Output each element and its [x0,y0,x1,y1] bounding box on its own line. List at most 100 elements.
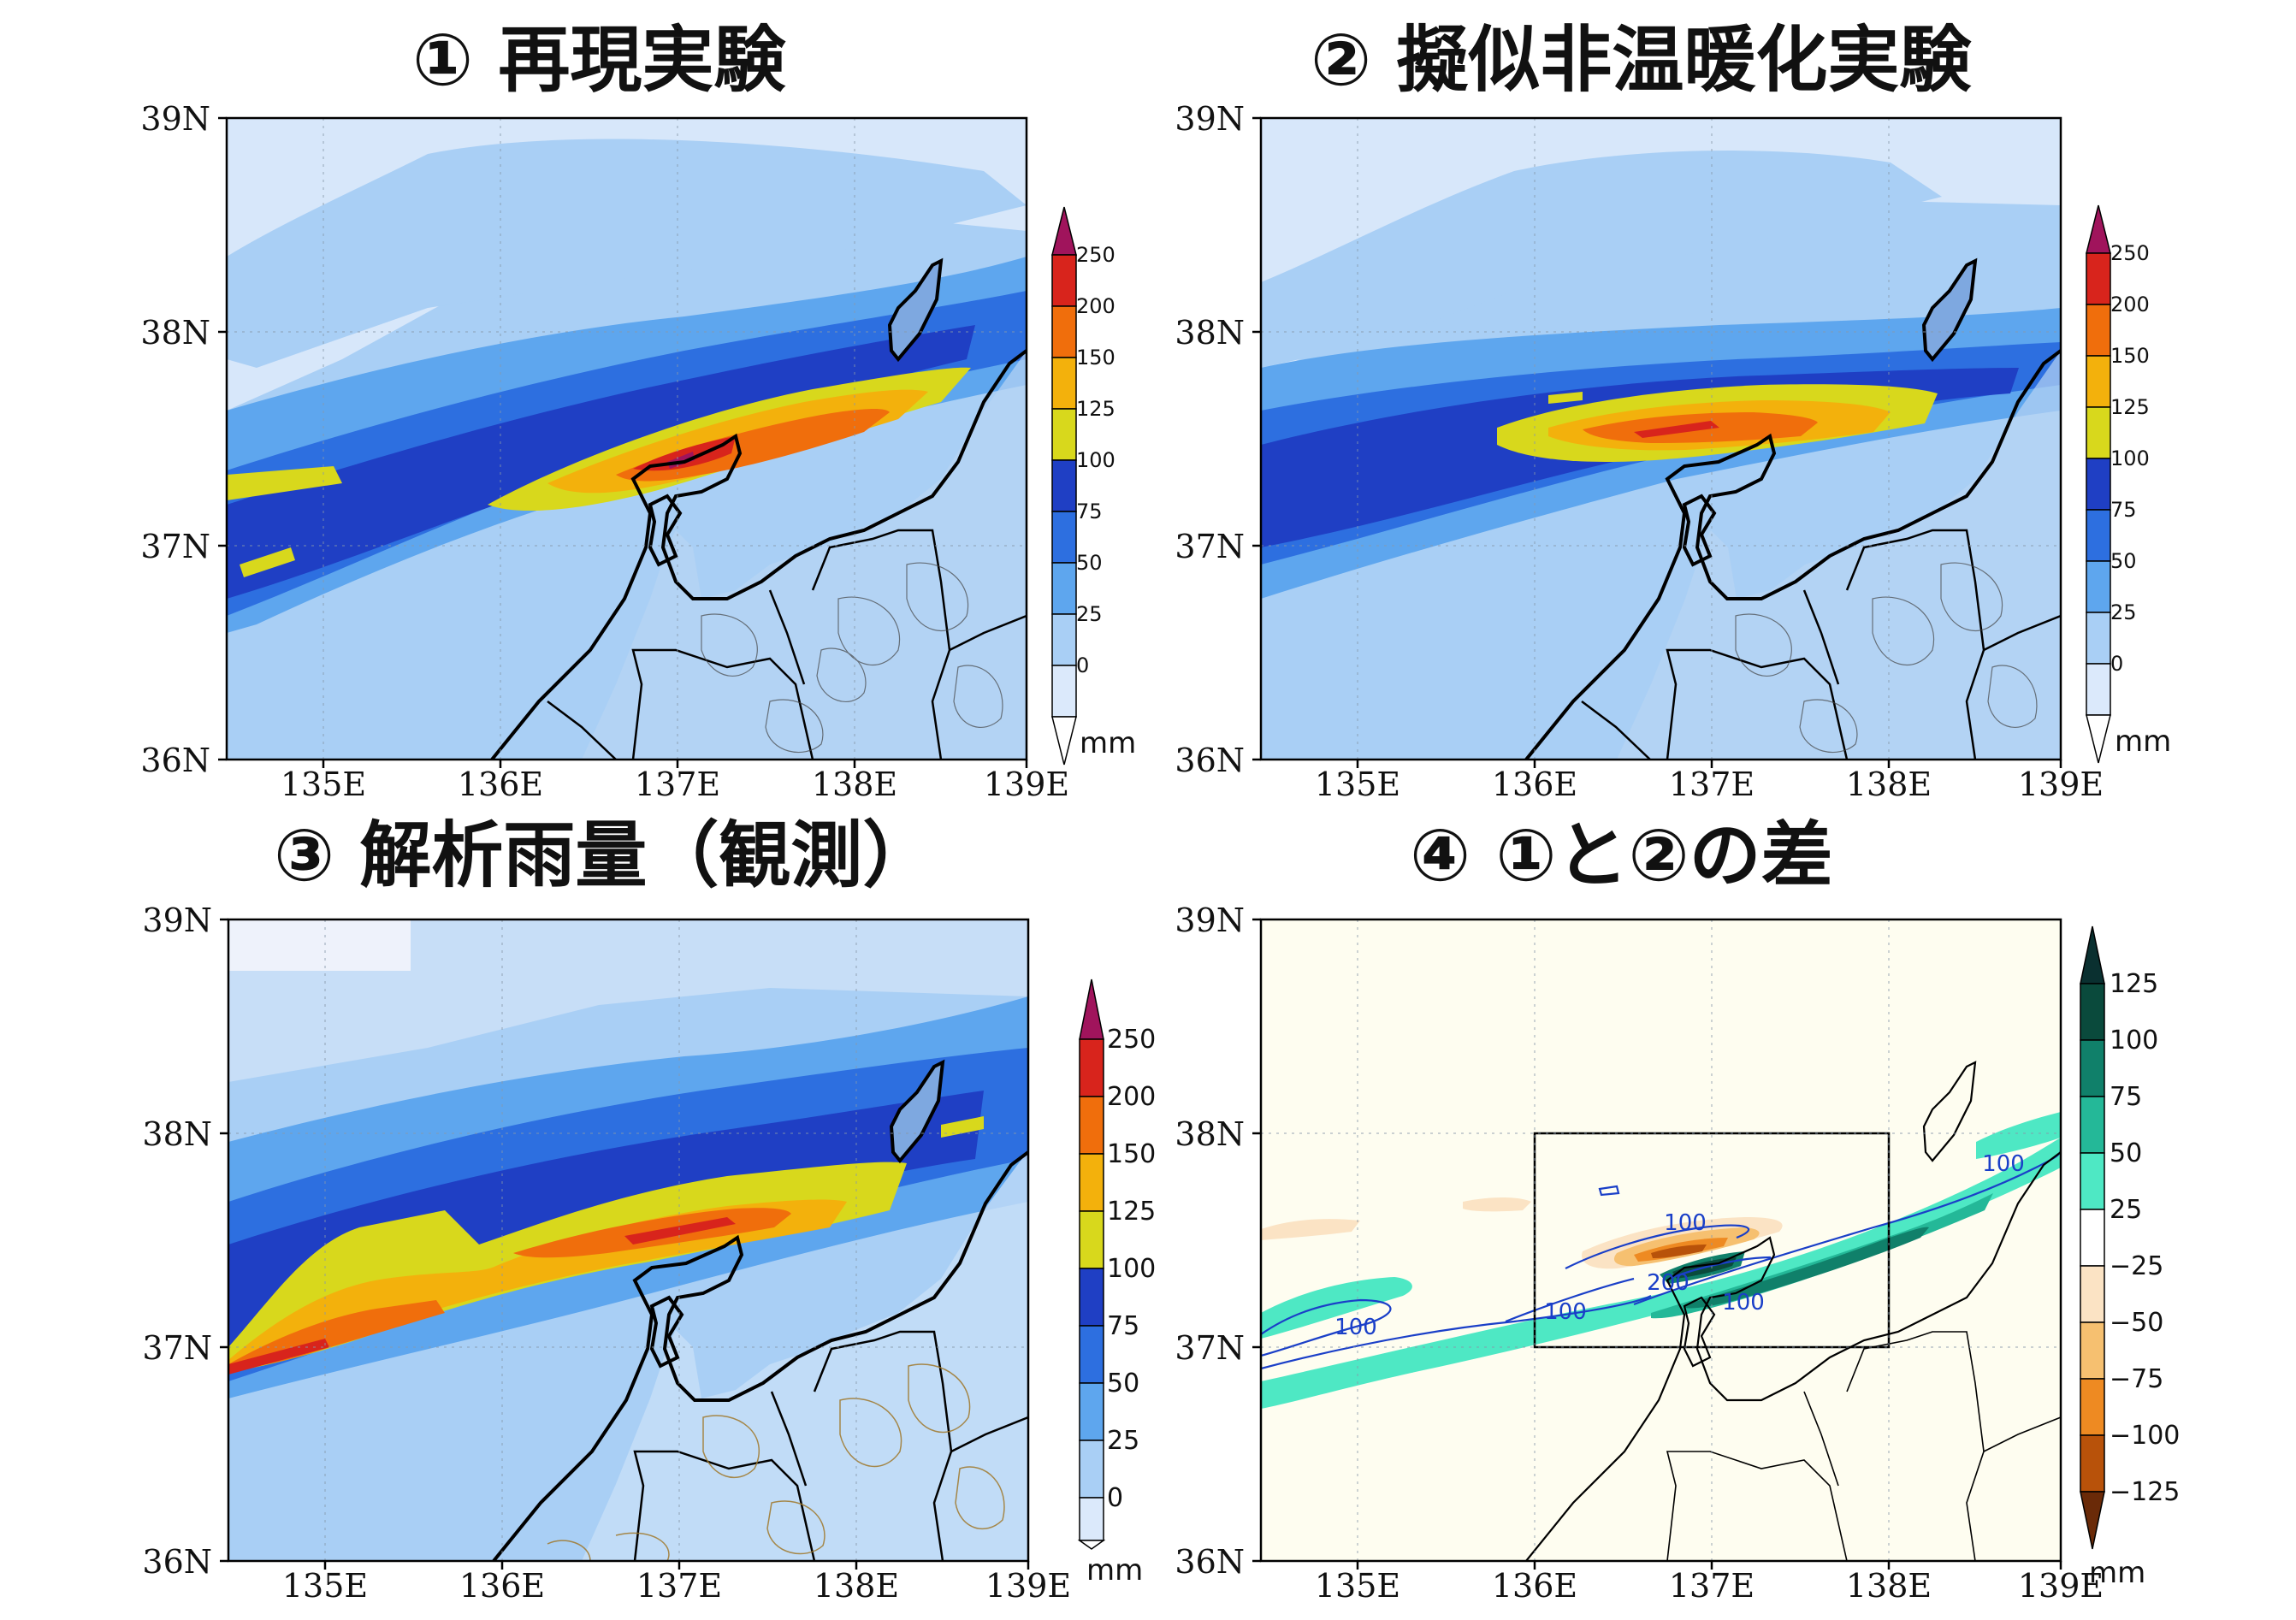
lat-label-36n: 36N [1175,1543,1245,1581]
colorbar-label: 250 [2110,241,2150,265]
difference-field [1261,919,2061,1561]
difference-contours [1261,1150,2061,1370]
panel-2-map: 39N 38N 37N 36N 135E 136E 137E 138E 139E… [1175,100,2171,803]
lat-label-37n: 37N [1175,1329,1245,1367]
lat-label-36n: 36N [142,1543,212,1581]
terrain-contours [547,1363,1005,1561]
colorbar-unit: mm [2115,724,2171,759]
colorbar-label: −25 [2110,1251,2163,1281]
lon-label-136e: 136E [1492,766,1577,803]
colorbar [2086,204,2111,764]
lon-label-135e: 135E [282,1567,368,1605]
prefecture-borders [1666,1331,2061,1561]
lon-label-135e: 135E [1315,766,1400,803]
colorbar-label: 25 [1076,602,1103,626]
colorbar-label: 0 [2110,652,2123,676]
lat-label-39n: 39N [140,100,210,138]
colorbar-label: 50 [2110,1138,2142,1168]
contour-label: 100 [1334,1315,1377,1340]
colorbar [1077,979,1106,1550]
contour-label: 200 [1647,1270,1689,1296]
panel-2-pseudo-non-warming: 39N 38N 37N 36N 135E 136E 137E 138E 139E… [1035,0,2233,812]
axis-ticks [1252,918,2062,1570]
gridlines [1261,919,2061,1561]
colorbar-label: 25 [1107,1426,1139,1456]
contour-label: 100 [1544,1299,1587,1325]
panel-3-analysis-rainfall: 39N 38N 37N 36N 135E 136E 137E 138E 139E… [0,800,1156,1620]
lon-label-139e: 139E [985,1567,1071,1605]
axis-ticks [220,918,1030,1570]
precip-field [227,118,1027,760]
lon-label-139e: 139E [2018,766,2104,803]
coastline [1525,1061,2061,1561]
colorbar-label: −125 [2110,1477,2180,1507]
lon-label-136e: 136E [458,766,543,803]
panel1-title: ① 再現実験 [412,18,786,102]
axis-ticks [218,116,1028,768]
lon-label-135e: 135E [281,766,366,803]
prefecture-borders [547,529,1027,760]
lat-label-37n: 37N [142,1329,212,1367]
colorbar-label: 75 [1107,1311,1139,1341]
colorbar-label: 75 [2110,498,2137,522]
lon-label-137e: 137E [1669,1567,1755,1605]
lon-label-139e: 139E [984,766,1069,803]
colorbar-label: 25 [2110,1195,2142,1225]
lat-label-39n: 39N [1175,100,1245,138]
contour-label: 100 [1664,1210,1707,1236]
gridlines [1261,118,2061,760]
colorbar-label: 250 [1076,243,1115,267]
colorbar-label: 125 [1107,1197,1156,1227]
colorbar-label: 100 [2110,446,2150,470]
colorbar-label: 25 [2110,600,2137,624]
panel-4-difference: 100 100 100 100 100 200 39N 38N 37N 36N … [1035,800,2267,1620]
colorbar-label: 100 [2110,1026,2158,1055]
lat-label-38n: 38N [1175,314,1245,352]
prefecture-borders [633,1330,1028,1561]
lon-label-138e: 138E [812,766,897,803]
lat-label-38n: 38N [140,314,210,352]
colorbar-label: 150 [1107,1139,1156,1169]
colorbar-label: 75 [2110,1082,2142,1112]
colorbar-label: 200 [1107,1082,1156,1112]
colorbar-label: 125 [2110,395,2150,419]
colorbar-label: 0 [1107,1483,1123,1513]
colorbar-label: 200 [1076,294,1115,318]
colorbar-label: 125 [2110,969,2158,999]
coastline [1524,257,2061,760]
panel-1-map: 39N 38N 37N 36N 135E 136E 137E 138E 139E… [140,100,1136,803]
lat-label-38n: 38N [142,1115,212,1153]
panel-1-reproduction: 39N 38N 37N 36N 135E 136E 137E 138E 139E… [0,0,1146,812]
map-frame [227,918,1030,1563]
lat-label-39n: 39N [1175,902,1245,939]
colorbar-label: −100 [2110,1421,2180,1451]
colorbar-label: −75 [2110,1364,2163,1394]
colorbar-unit: mm [2089,1556,2145,1590]
colorbar-label: 150 [1076,346,1115,370]
lon-label-137e: 137E [1669,766,1755,803]
terrain-contours [701,562,1003,753]
coastline [492,1059,1028,1561]
lon-label-138e: 138E [1846,766,1932,803]
precip-field [228,919,1028,1561]
lat-label-37n: 37N [1175,528,1245,565]
precip-field [1261,118,2061,760]
map-frame [1259,116,2062,761]
lat-label-36n: 36N [1175,742,1245,779]
map-frame [225,116,1028,761]
lon-label-136e: 136E [459,1567,545,1605]
coastline [490,257,1027,760]
contour-label: 100 [1722,1290,1765,1316]
panel4-title: ④ ①と②の差 [1410,813,1833,897]
lat-label-38n: 38N [1175,1115,1245,1153]
map-frame [1259,918,2062,1563]
lon-label-137e: 137E [635,766,720,803]
colorbar [2080,925,2105,1550]
lon-label-137e: 137E [636,1567,722,1605]
colorbar-label: 50 [2110,549,2137,573]
contour-label: 100 [1982,1151,2025,1177]
lon-label-138e: 138E [1846,1567,1932,1605]
axis-ticks [1252,116,2062,768]
lat-label-36n: 36N [140,742,210,779]
colorbar-label: 100 [1076,448,1115,472]
